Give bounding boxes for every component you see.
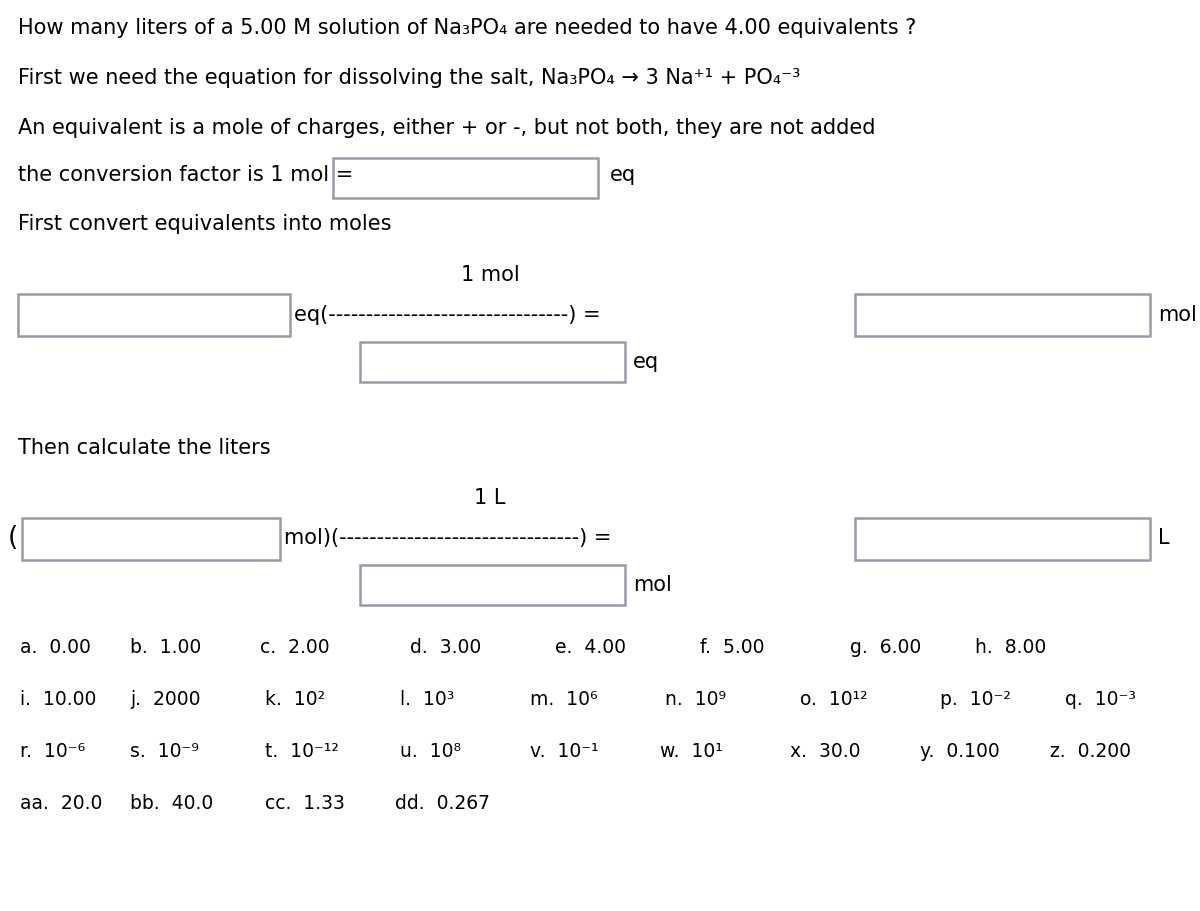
Text: q.  10⁻³: q. 10⁻³ — [1066, 690, 1136, 709]
Text: u.  10⁸: u. 10⁸ — [400, 742, 461, 761]
Text: bb.  40.0: bb. 40.0 — [130, 794, 214, 813]
FancyBboxPatch shape — [360, 342, 625, 382]
Text: aa.  20.0: aa. 20.0 — [20, 794, 102, 813]
Text: mol: mol — [634, 575, 672, 595]
Text: z.  0.200: z. 0.200 — [1050, 742, 1132, 761]
Text: cc.  1.33: cc. 1.33 — [265, 794, 344, 813]
Text: t.  10⁻¹²: t. 10⁻¹² — [265, 742, 338, 761]
Text: d.  3.00: d. 3.00 — [410, 638, 481, 657]
Text: n.  10⁹: n. 10⁹ — [665, 690, 726, 709]
Text: L: L — [1158, 528, 1170, 548]
Text: eq: eq — [634, 352, 659, 372]
FancyBboxPatch shape — [22, 518, 280, 560]
Text: v.  10⁻¹: v. 10⁻¹ — [530, 742, 599, 761]
Text: mol: mol — [1158, 305, 1196, 325]
Text: Then calculate the liters: Then calculate the liters — [18, 438, 271, 458]
Text: j.  2000: j. 2000 — [130, 690, 200, 709]
Text: (: ( — [8, 525, 18, 551]
FancyBboxPatch shape — [334, 158, 598, 198]
Text: An equivalent is a mole of charges, either + or -, but not both, they are not ad: An equivalent is a mole of charges, eith… — [18, 118, 876, 138]
Text: c.  2.00: c. 2.00 — [260, 638, 330, 657]
Text: h.  8.00: h. 8.00 — [974, 638, 1046, 657]
FancyBboxPatch shape — [360, 565, 625, 605]
Text: s.  10⁻⁹: s. 10⁻⁹ — [130, 742, 199, 761]
Text: x.  30.0: x. 30.0 — [790, 742, 860, 761]
Text: e.  4.00: e. 4.00 — [554, 638, 626, 657]
Text: y.  0.100: y. 0.100 — [920, 742, 1000, 761]
Text: g.  6.00: g. 6.00 — [850, 638, 922, 657]
Text: f.  5.00: f. 5.00 — [700, 638, 764, 657]
FancyBboxPatch shape — [18, 294, 290, 336]
Text: p.  10⁻²: p. 10⁻² — [940, 690, 1010, 709]
Text: a.  0.00: a. 0.00 — [20, 638, 91, 657]
Text: k.  10²: k. 10² — [265, 690, 325, 709]
Text: 1 mol: 1 mol — [461, 265, 520, 285]
Text: 1 L: 1 L — [474, 488, 505, 508]
Text: eq(--------------------------------) =: eq(--------------------------------) = — [294, 305, 601, 325]
Text: First convert equivalents into moles: First convert equivalents into moles — [18, 214, 391, 234]
Text: dd.  0.267: dd. 0.267 — [395, 794, 490, 813]
Text: l.  10³: l. 10³ — [400, 690, 455, 709]
Text: m.  10⁶: m. 10⁶ — [530, 690, 598, 709]
Text: First we need the equation for dissolving the salt, Na₃PO₄ → 3 Na⁺¹ + PO₄⁻³: First we need the equation for dissolvin… — [18, 68, 800, 88]
Text: i.  10.00: i. 10.00 — [20, 690, 96, 709]
Text: o.  10¹²: o. 10¹² — [800, 690, 868, 709]
Text: b.  1.00: b. 1.00 — [130, 638, 202, 657]
FancyBboxPatch shape — [854, 518, 1150, 560]
Text: mol)(--------------------------------) =: mol)(--------------------------------) = — [284, 528, 612, 548]
Text: the conversion factor is 1 mol =: the conversion factor is 1 mol = — [18, 165, 353, 185]
Text: How many liters of a 5.00 M solution of Na₃PO₄ are needed to have 4.00 equivalen: How many liters of a 5.00 M solution of … — [18, 18, 917, 38]
FancyBboxPatch shape — [854, 294, 1150, 336]
Text: eq: eq — [610, 165, 636, 185]
Text: r.  10⁻⁶: r. 10⁻⁶ — [20, 742, 85, 761]
Text: w.  10¹: w. 10¹ — [660, 742, 722, 761]
